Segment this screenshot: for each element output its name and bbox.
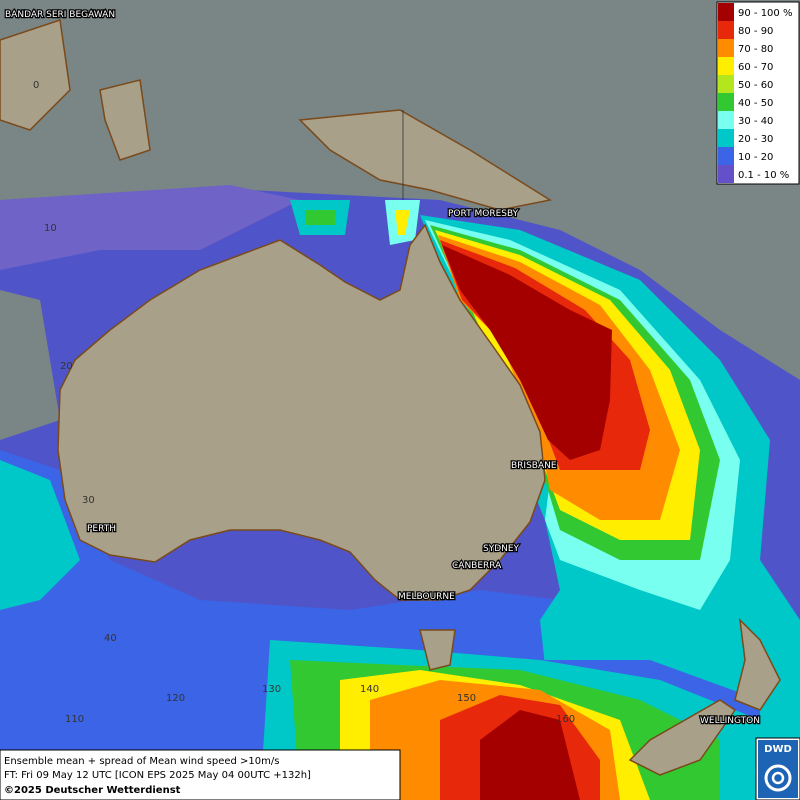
legend-label: 70 - 80 (738, 44, 773, 55)
caption-line: Ensemble mean + spread of Mean wind spee… (4, 756, 279, 767)
place-label: BANDAR SERI BEGAWAN (5, 10, 115, 20)
legend-label: 30 - 40 (738, 116, 773, 127)
place-label: SYDNEY (483, 544, 520, 554)
latitude-label: 40 (104, 633, 117, 644)
place-label: PORT MORESBY (448, 209, 519, 219)
place-label: MELBOURNE (398, 592, 455, 602)
caption: Ensemble mean + spread of Mean wind spee… (0, 749, 401, 800)
legend-label: 50 - 60 (738, 80, 773, 91)
places: BANDAR SERI BEGAWAN PORT MORESBY BRISBAN… (4, 9, 761, 728)
legend-swatch (718, 93, 734, 111)
logo-swirl (764, 764, 792, 792)
place-label: CANBERRA (452, 561, 502, 571)
legend-swatch (718, 111, 734, 129)
legend-swatch (718, 3, 734, 21)
longitude-label: 140 (360, 684, 379, 695)
land (0, 19, 781, 776)
legend: 90 - 100 % 80 - 90 70 - 80 60 - 70 50 - 60 40… (716, 1, 800, 185)
legend-label: 10 - 20 (738, 152, 773, 163)
longitude-label: 160 (556, 714, 575, 725)
legend-swatch (718, 57, 734, 75)
legend-label: 80 - 90 (738, 26, 773, 37)
probability-field (0, 185, 800, 800)
legend-label: 60 - 70 (738, 62, 773, 73)
longitude-label: 130 (262, 684, 281, 695)
legend-swatch (718, 129, 734, 147)
latitude-label: 30 (82, 495, 95, 506)
logo: DWD (755, 737, 800, 800)
logo-text: DWD (764, 744, 792, 755)
legend-label: 40 - 50 (738, 98, 773, 109)
logo-panel (758, 740, 798, 798)
latitude-label: 10 (44, 223, 57, 234)
caption-line: ©2025 Deutscher Wetterdienst (4, 785, 181, 796)
legend-swatch (718, 75, 734, 93)
legend-swatch (718, 21, 734, 39)
legend-swatch (718, 147, 734, 165)
latitude-label: 0 (33, 80, 39, 91)
legend-label: 0.1 - 10 % (738, 170, 789, 181)
longitude-label: 110 (65, 714, 84, 725)
place-label: WELLINGTON (700, 716, 760, 726)
legend-label: 20 - 30 (738, 134, 773, 145)
legend-swatch (718, 165, 734, 183)
place-label: BRISBANE (511, 461, 557, 471)
logo-swirl (771, 771, 785, 785)
legend-label: 90 - 100 % (738, 8, 792, 19)
longitude-label: 120 (166, 693, 185, 704)
caption-box (0, 749, 401, 800)
place-label: PERTH (87, 524, 116, 534)
caption-line: FT: Fri 09 May 12 UTC [ICON EPS 2025 May… (4, 770, 311, 781)
graticule-labels: 0 10 20 30 40 110 120 130 140 150 160 (33, 80, 575, 725)
latitude-label: 20 (60, 361, 73, 372)
legend-swatch (718, 39, 734, 57)
longitude-label: 150 (457, 693, 476, 704)
